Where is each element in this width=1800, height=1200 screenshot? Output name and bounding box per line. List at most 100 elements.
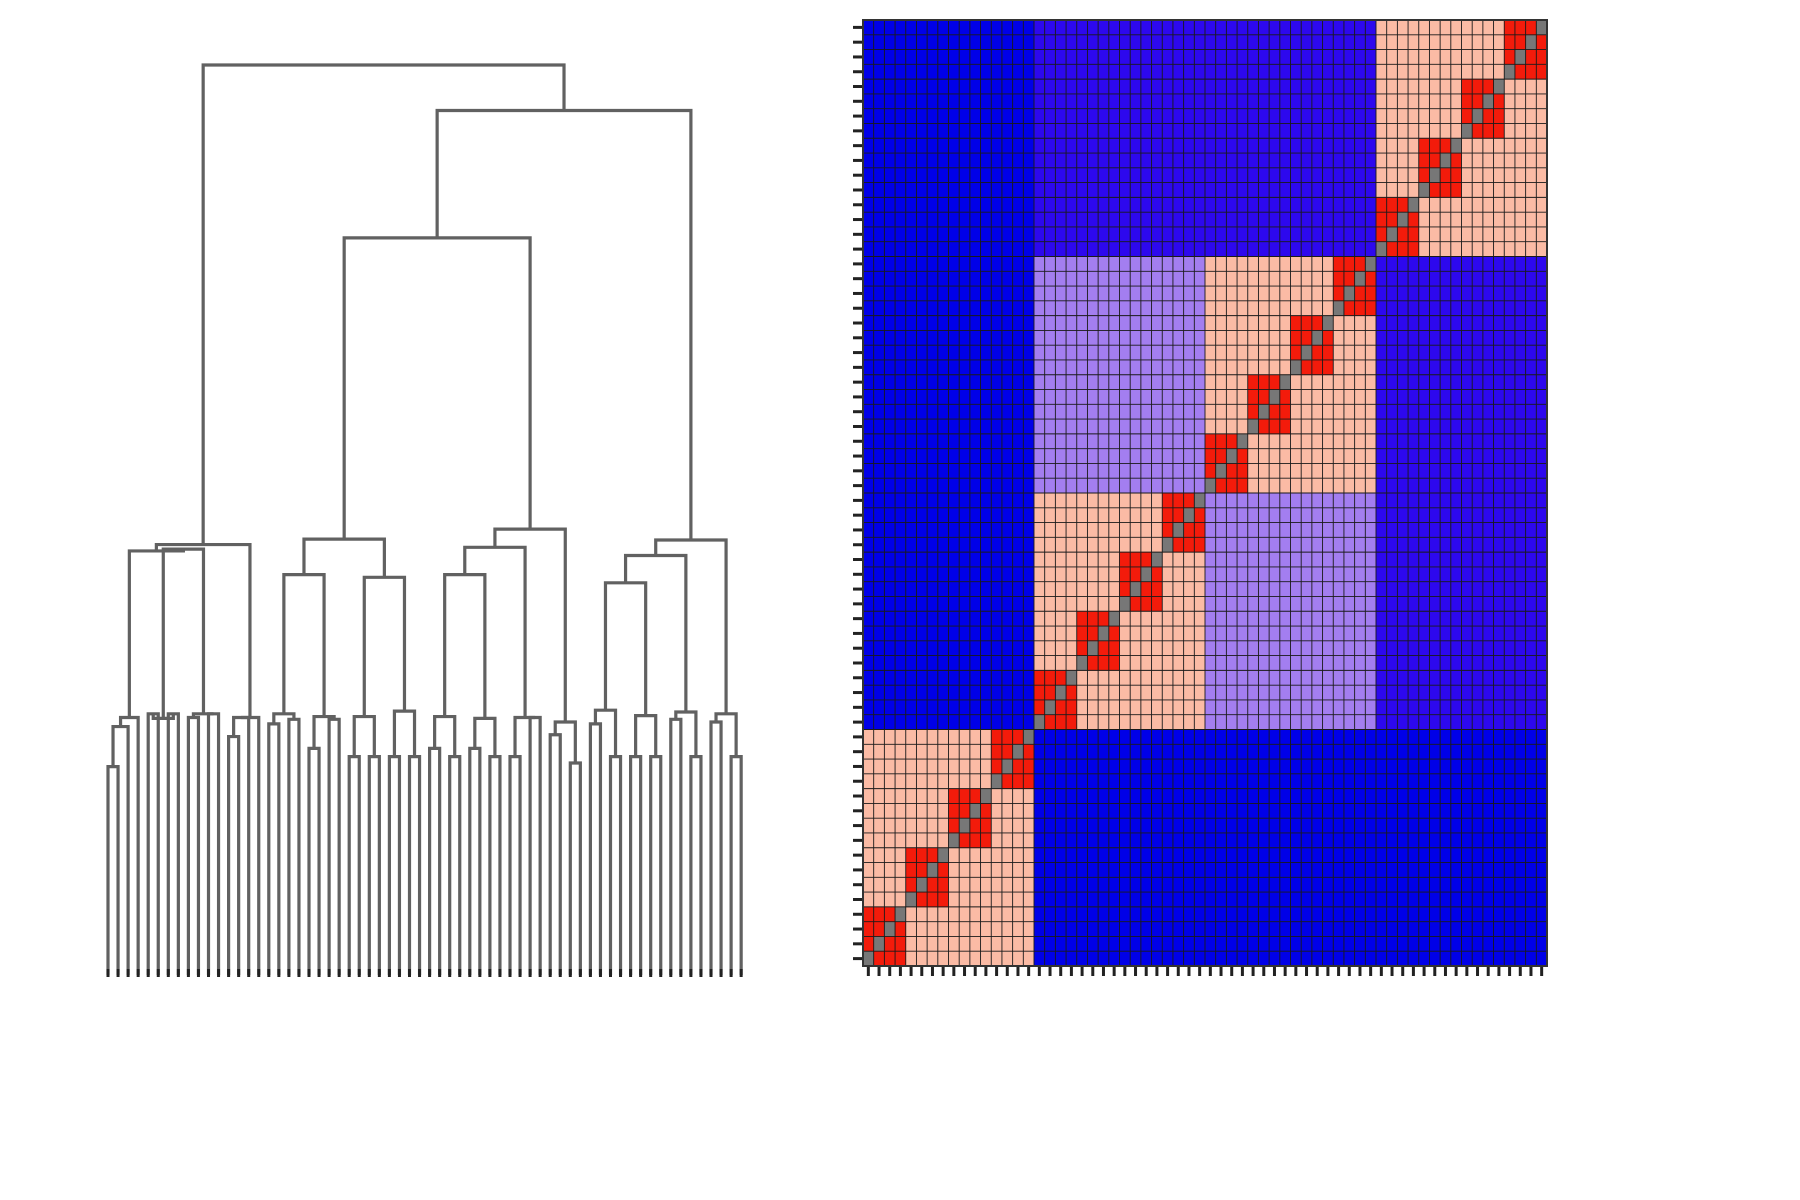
heatmap-cell [863,286,874,302]
heatmap-cell [863,34,874,50]
heatmap-cell [895,389,907,405]
heatmap-cell [1066,93,1078,109]
heatmap-cell [1311,936,1323,952]
heatmap-cell [916,433,928,449]
heatmap-cell [1087,419,1099,435]
heatmap-cell [905,34,917,50]
heatmap-cell [1151,448,1163,464]
heatmap-cell [1354,241,1366,257]
heatmap-cell [1183,153,1195,169]
heatmap-cell [1140,20,1152,36]
heatmap-cell [1001,49,1013,65]
heatmap-cell [1450,507,1462,523]
heatmap-cell [1322,463,1334,479]
heatmap-cell [1130,685,1142,701]
heatmap-cell [991,256,1003,272]
heatmap-cell [1001,537,1013,553]
heatmap-cell [1130,773,1142,789]
heatmap-cell [1440,921,1452,937]
heatmap-cell [1108,655,1120,671]
heatmap-cell [1279,478,1291,494]
heatmap-cell [1108,877,1120,893]
heatmap-cell [1504,93,1516,109]
heatmap-cell [1034,611,1045,627]
heatmap-cell [1044,803,1056,819]
heatmap-cell [1354,138,1366,154]
heatmap-cell [1055,226,1067,243]
heatmap-cell [1514,685,1526,701]
heatmap-cell [1301,448,1313,464]
heatmap-cell [1066,892,1078,908]
heatmap-cell [1247,256,1259,272]
heatmap-cell [1001,374,1013,390]
heatmap-cell [1279,123,1291,139]
heatmap-cell [1514,611,1526,627]
heatmap-cell [916,951,928,967]
heatmap-cell [1418,300,1430,316]
heatmap-cell [1408,419,1420,435]
heatmap-cell [916,744,928,760]
heatmap-cell [1237,892,1249,908]
heatmap-cell [980,640,992,656]
heatmap-cell [1536,463,1548,479]
heatmap-cell [1514,463,1526,479]
heatmap-cell [1493,49,1505,65]
heatmap-cell [1237,330,1249,346]
heatmap-cell [1055,256,1067,272]
heatmap-cell [1258,359,1270,376]
heatmap-cell [1376,374,1387,390]
heatmap-cell [1098,803,1110,819]
heatmap-cell [1098,197,1110,213]
heatmap-cell [1279,241,1291,257]
heatmap-cell [1076,300,1088,316]
heatmap-cell [1493,566,1505,582]
heatmap-cell [1066,522,1078,538]
heatmap-cell [1215,951,1227,967]
heatmap-cell [1279,345,1291,361]
heatmap-cell [1504,522,1516,538]
heatmap-cell [905,847,917,863]
heatmap-cell [1482,138,1494,154]
heatmap-cell [1461,374,1473,390]
heatmap-cell [1397,507,1409,523]
heatmap-cell [895,330,907,346]
heatmap-cell [1215,552,1227,568]
heatmap-cell [969,49,981,65]
heatmap-cell [1055,581,1067,597]
heatmap-cell [1044,182,1056,198]
heatmap-cell [1525,788,1537,804]
heatmap-cell [959,123,971,139]
heatmap-cell [1418,138,1430,154]
heatmap-cell [1429,271,1441,287]
heatmap-cell [1322,359,1334,376]
heatmap-cell [1386,921,1398,937]
heatmap-cell [1482,448,1494,464]
heatmap-cell [1055,670,1067,686]
heatmap-cell [1418,921,1430,937]
heatmap-cell [1386,862,1398,878]
heatmap-cell [1140,448,1152,464]
heatmap-cell [1440,759,1452,775]
heatmap-cell [905,463,917,479]
heatmap-cell [1087,847,1099,863]
heatmap-cell [1514,921,1526,937]
heatmap-cell [1237,729,1249,745]
heatmap-cell [1354,389,1366,405]
heatmap-cell [1215,226,1227,243]
heatmap-cell [1076,34,1088,50]
heatmap-cell [980,20,992,36]
heatmap-cell [905,699,917,716]
heatmap-cell [1301,64,1313,80]
heatmap-cell [1290,729,1302,745]
heatmap-cell [1322,478,1334,494]
heatmap-cell [1130,241,1142,257]
heatmap-cell [884,906,896,922]
heatmap-cell [1482,463,1494,479]
heatmap-cell [884,537,896,553]
heatmap-cell [1408,197,1420,213]
heatmap-cell [1376,345,1387,361]
heatmap-cell [1482,108,1494,124]
heatmap-cell [1215,699,1227,716]
heatmap-cell [1098,138,1110,154]
heatmap-cell [1108,596,1120,612]
